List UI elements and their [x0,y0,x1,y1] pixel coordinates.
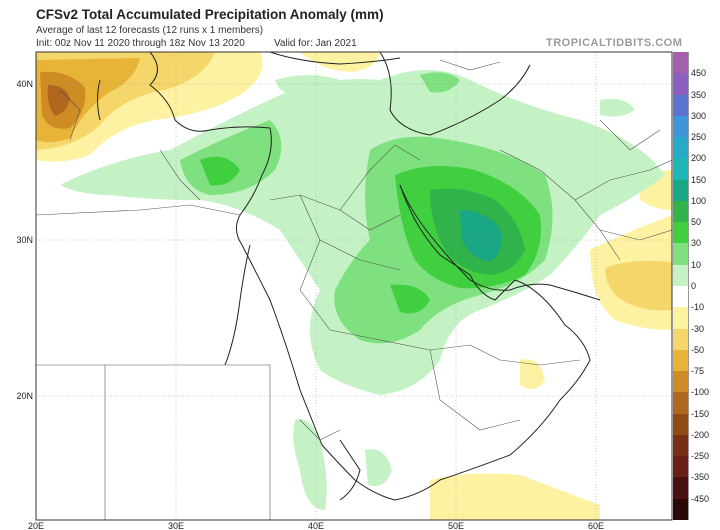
legend-swatch [672,200,689,223]
legend-label: 0 [691,281,697,291]
legend-swatch [672,264,689,287]
legend-label: -50 [691,344,705,355]
legend-label: 250 [691,132,707,143]
legend-swatch [672,392,689,415]
site-watermark: TROPICALTIDBITS.COM [546,37,683,49]
legend-swatch [672,115,689,138]
legend-swatch [672,328,689,351]
lat-label-40n: 40N [16,79,33,89]
legend-label: 30 [691,238,702,249]
legend-swatch [672,456,689,478]
legend-label: 50 [691,217,702,228]
dry-anomaly-turkey [36,52,263,162]
legend-swatch [672,286,689,308]
legend-swatch [672,52,689,74]
legend-swatch [672,179,689,202]
legend-label: -10 [691,302,705,313]
legend-label: -350 [691,472,710,483]
legend-label: 350 [691,89,707,100]
dry-anomaly-oman [520,359,545,389]
valid-time: Valid for: Jan 2021 [274,38,357,49]
legend-label: 200 [691,153,707,164]
legend-label: 10 [691,259,702,270]
legend-swatch [672,477,689,500]
legend-swatch [672,413,689,436]
map-header: CFSv2 Total Accumulated Precipitation An… [36,0,716,52]
wet-anomaly-core [430,188,525,275]
legend-label: 100 [691,195,707,206]
legend-swatch [672,498,689,521]
legend-swatch [672,158,689,181]
legend-label: -250 [691,451,710,462]
legend-swatch [672,73,689,96]
lon-label-40e: 40E [308,521,324,530]
dry-anomaly-arabian-sea [430,473,600,520]
map-title: CFSv2 Total Accumulated Precipitation An… [36,7,384,22]
dry-anomaly-pakistan [590,170,672,330]
legend-label: -200 [691,429,710,440]
init-time: Init: 00z Nov 11 2020 through 18z Nov 13… [36,38,245,49]
legend-swatch [672,307,689,330]
lon-label-50e: 50E [448,521,464,530]
dry-anomaly-caucasus [300,52,380,72]
legend-swatch [672,243,689,266]
lon-label-20e: 20E [28,521,44,530]
legend-swatch [672,434,689,457]
legend-label: 150 [691,174,707,185]
legend-swatch [672,349,689,372]
legend-label: -30 [691,323,705,334]
graticule [36,52,672,520]
legend-label: 300 [691,110,707,121]
legend-label: -100 [691,387,710,398]
legend-swatch [672,371,689,393]
lon-label-30e: 30E [168,521,184,530]
map-subtitle: Average of last 12 forecasts (12 runs x … [36,25,264,36]
coastlines [97,52,601,501]
legend-swatch [672,137,689,159]
lat-label-30n: 30N [16,235,33,245]
lon-label-60e: 60E [588,521,604,530]
lat-label-20n: 20N [16,391,33,401]
legend-label: -450 [691,493,710,504]
legend-swatch [672,222,689,244]
legend-label: -150 [691,408,710,419]
legend-label: -75 [691,366,705,377]
legend-swatch [672,94,689,117]
legend-label: 450 [691,68,707,79]
color-legend: 450 350 300 250 200 150 100 50 30 10 0 -10 -30 -50 -75… [672,52,720,521]
